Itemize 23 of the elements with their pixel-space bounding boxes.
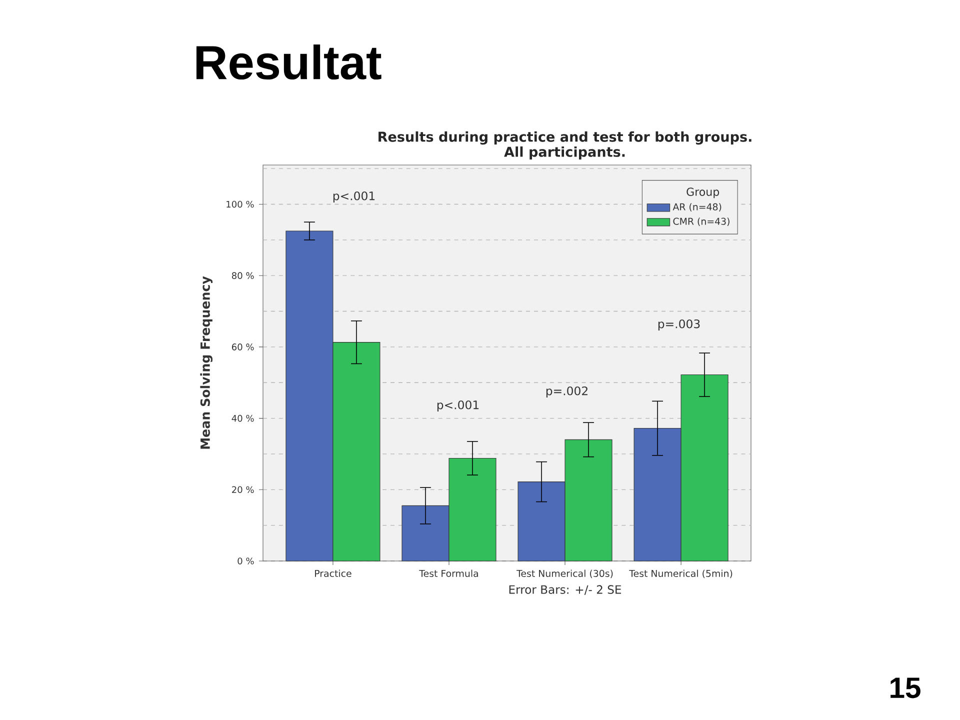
x-tick-label: Practice <box>315 570 352 577</box>
chart-subtitle: All participants. <box>504 146 625 160</box>
legend-label: CMR (n=43) <box>673 218 730 226</box>
y-tick-label: 20 % <box>232 486 254 494</box>
y-tick-label: 60 % <box>232 344 254 350</box>
annotation: p=.002 <box>546 386 588 398</box>
y-tick-label: 0 % <box>238 558 254 564</box>
y-tick-label: 80 % <box>232 272 254 280</box>
x-tick-label: Test Numerical (5min) <box>629 570 732 578</box>
chart-title: Results during practice and test for both groups. <box>378 131 752 145</box>
text: Resultat <box>196 44 382 80</box>
y-tick-label: 40 % <box>232 414 254 422</box>
text: Error Bars: +/- 2 SE <box>509 585 622 595</box>
annotation: p<.001 <box>437 400 479 412</box>
annotation: p<.001 <box>333 191 375 203</box>
x-tick-label: Test Numerical (30s) <box>516 570 613 578</box>
y-tick-label: 100 % <box>226 200 254 208</box>
y-axis-title: Mean Solving Frequency <box>200 276 212 449</box>
legend-label: AR (n=48) <box>672 203 722 212</box>
x-tick-label: Test Formula <box>419 570 478 577</box>
annotation: p=.003 <box>658 319 700 331</box>
legend-title: Group <box>686 188 720 198</box>
text: 15 <box>890 678 920 698</box>
